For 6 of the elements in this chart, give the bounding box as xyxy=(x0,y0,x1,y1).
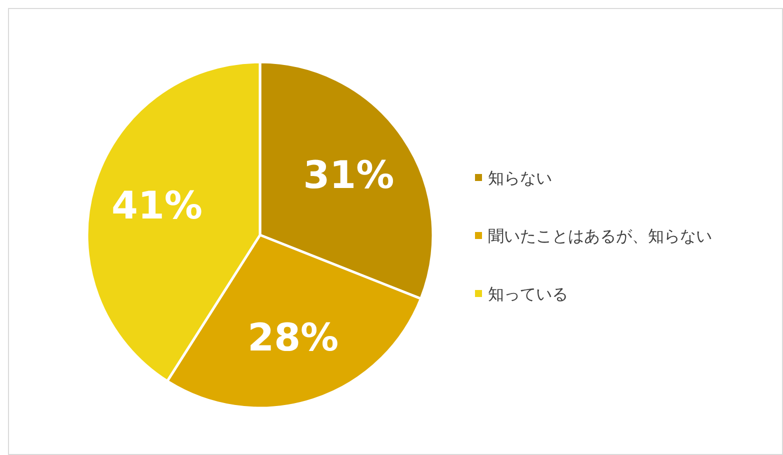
legend-label: 知らない xyxy=(488,168,552,188)
data-label: 31% xyxy=(303,153,394,198)
legend-label: 聞いたことはあるが、知らない xyxy=(488,226,712,246)
legend-label: 知っている xyxy=(488,284,568,304)
data-label: 41% xyxy=(112,183,202,228)
data-label: 28% xyxy=(248,315,339,360)
